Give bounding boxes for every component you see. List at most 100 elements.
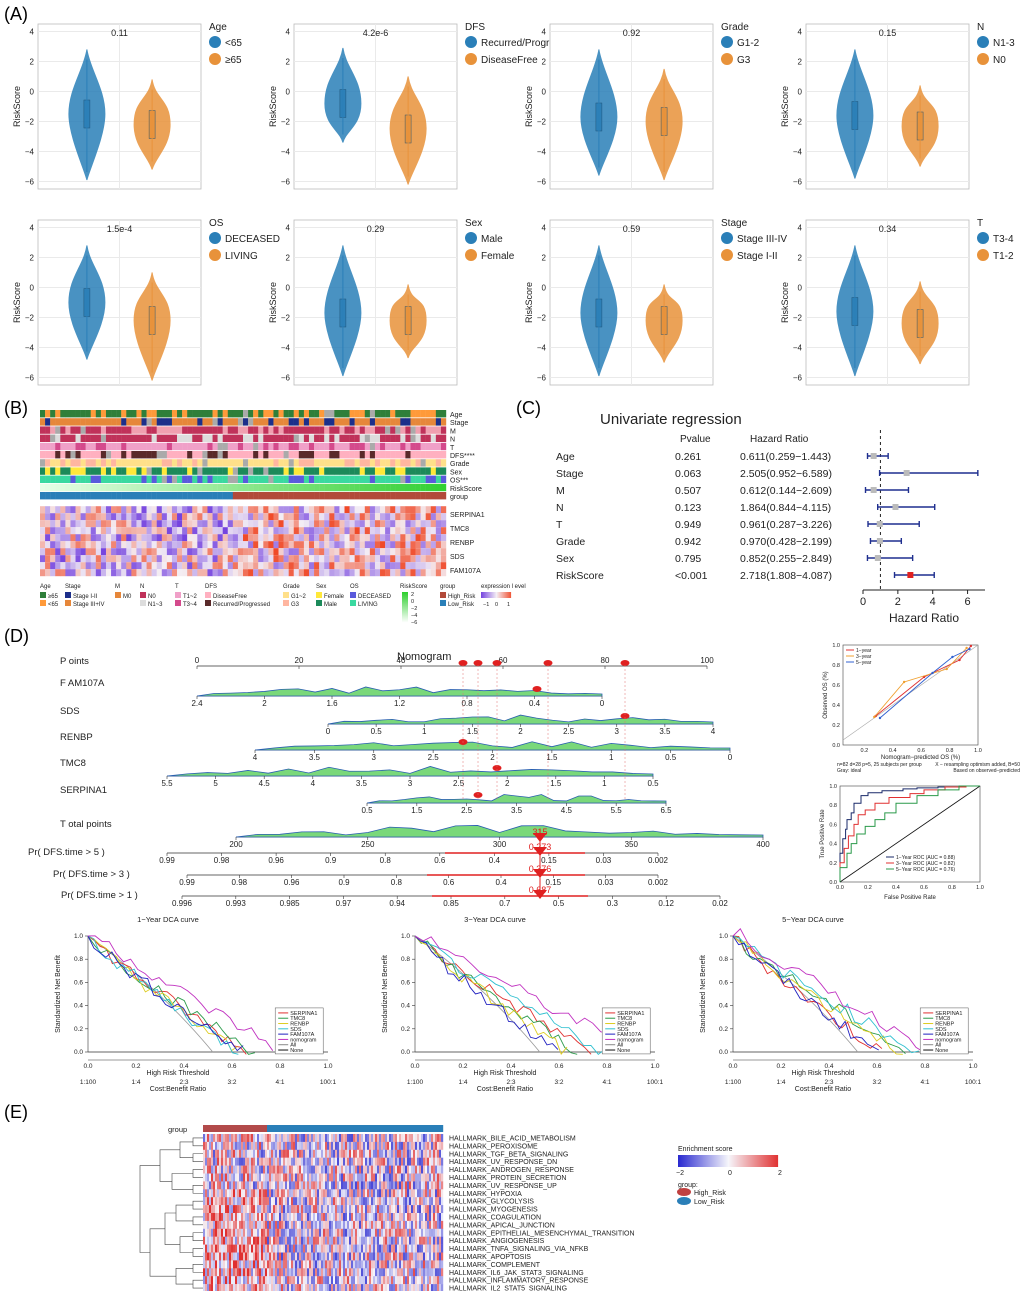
heat-cell [237, 1276, 240, 1285]
heat-cell [247, 1220, 250, 1229]
group-cell [323, 1125, 326, 1132]
heat-cell [391, 1134, 394, 1143]
heat-cell [319, 1260, 322, 1269]
heat-cell [361, 1181, 364, 1190]
legend-label: 1−year [856, 648, 872, 654]
heat-cell [215, 1149, 218, 1158]
heat-cell [229, 1220, 232, 1229]
annotation-cell [121, 418, 127, 426]
heat-cell [285, 1173, 288, 1182]
heat-cell [277, 1134, 280, 1143]
heat-cell [403, 1205, 406, 1214]
heat-cell [231, 1173, 234, 1182]
heat-cell [265, 1260, 268, 1269]
heat-cell [235, 1228, 238, 1237]
annotation-cell [111, 442, 117, 451]
heat-cell [417, 1220, 420, 1229]
heat-cell [430, 506, 437, 514]
annotation-cell [293, 442, 300, 451]
heat-cell [253, 1220, 256, 1229]
heat-cell [437, 1134, 440, 1143]
heat-cell [247, 1181, 250, 1190]
annotation-cell [80, 426, 86, 434]
annotation-cell [334, 492, 340, 500]
annotation-cell [288, 459, 294, 467]
scale-tick-label: 1.5 [411, 806, 423, 815]
heat-cell [136, 548, 142, 556]
heat-cell [209, 1220, 212, 1229]
annotation-cell [187, 475, 193, 483]
annotation-cell [273, 434, 279, 442]
annotation-label: Age [450, 412, 463, 419]
legend-label: LIVING [225, 251, 258, 262]
y-tick-label: 4 [798, 224, 803, 233]
annotation-cell [212, 442, 218, 451]
heat-cell [293, 541, 300, 549]
heat-cell [389, 1236, 392, 1245]
heat-cell [215, 1276, 218, 1285]
annotation-cell [405, 442, 411, 451]
heat-cell [265, 1149, 268, 1158]
annotation-cell [100, 410, 107, 418]
group-cell [305, 1125, 308, 1132]
heat-cell [253, 1276, 256, 1285]
heat-cell [365, 1197, 368, 1206]
heat-cell [377, 1260, 380, 1269]
heat-cell [161, 506, 168, 514]
heat-cell [263, 1197, 266, 1206]
heat-cell [361, 1236, 364, 1245]
heat-cell [325, 1244, 328, 1253]
heat-cell [141, 555, 147, 563]
group-cell [391, 1125, 394, 1132]
heat-cell [217, 1173, 220, 1182]
heat-cell [243, 1189, 246, 1198]
heat-cell [355, 1181, 358, 1190]
heat-cell [209, 1276, 212, 1285]
heat-cell [205, 1157, 208, 1166]
heat-cell [317, 1213, 320, 1222]
heat-cell [335, 1189, 338, 1198]
heat-cell [192, 555, 198, 563]
heat-cell [269, 1149, 272, 1158]
annotation-cell [354, 426, 360, 434]
group-cell [231, 1125, 234, 1132]
heat-cell [405, 1220, 408, 1229]
annotation-cell [400, 434, 406, 442]
legend-marker [209, 249, 221, 261]
enrichment-row: HALLMARK_IL6_JAK_STAT3_SIGNALING [203, 1268, 584, 1277]
heat-cell [161, 520, 168, 528]
annotation-cell [293, 434, 300, 442]
annotation-cell [237, 442, 244, 451]
hazard-ratio-text: 0.611(0.259−1.443) [740, 451, 831, 463]
heat-cell [305, 1268, 308, 1277]
heat-cell [301, 1244, 304, 1253]
group-cell [293, 1125, 296, 1132]
heat-cell [293, 555, 300, 563]
annotation-cell [243, 451, 249, 459]
annotation-cell [177, 434, 183, 442]
annotation-cell [440, 475, 447, 483]
heat-cell [399, 1213, 402, 1222]
heat-cell [405, 562, 411, 570]
heat-cell [215, 1165, 218, 1174]
annotation-cell [283, 426, 289, 434]
annotation-cell [207, 426, 213, 434]
heat-cell [439, 1260, 442, 1269]
heat-cell [359, 541, 365, 549]
y-tick-label: −4 [793, 344, 803, 353]
group-cell [367, 1125, 370, 1132]
heat-cell [232, 548, 239, 556]
x-tick-label: 0.4 [889, 748, 897, 754]
annotation-cell [344, 410, 350, 418]
annotation-cell [273, 475, 279, 483]
heat-cell [225, 1205, 228, 1214]
heat-cell [311, 1189, 314, 1198]
annotation-cell [166, 434, 173, 442]
heat-cell [397, 1220, 400, 1229]
annotation-cell [440, 459, 447, 467]
heat-cell [333, 1173, 336, 1182]
heat-cell [375, 1157, 378, 1166]
heat-cell [435, 1141, 438, 1150]
annotation-cell [126, 418, 132, 426]
heat-cell [203, 1213, 206, 1222]
